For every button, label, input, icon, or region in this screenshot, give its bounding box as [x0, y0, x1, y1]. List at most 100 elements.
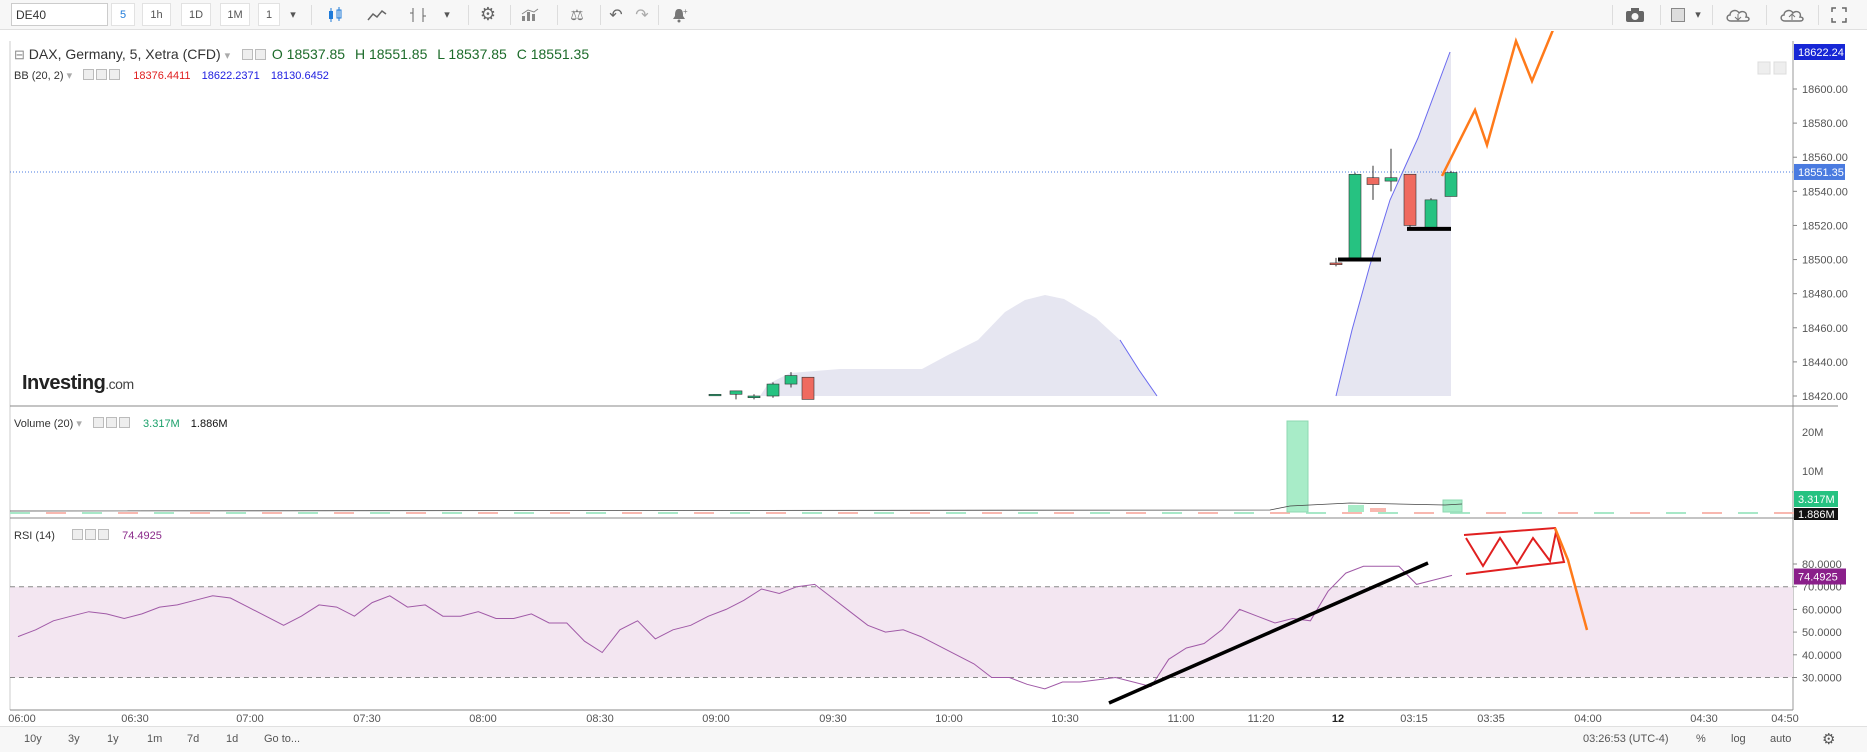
- time-tick-label: 08:30: [586, 713, 614, 725]
- chart-settings-gear-icon[interactable]: ⚙: [1822, 731, 1836, 748]
- bollinger-lower-line: [1119, 339, 1158, 397]
- eye-icon[interactable]: [83, 69, 95, 80]
- volume-bar: [1558, 512, 1578, 514]
- volume-bar: [766, 512, 786, 514]
- rsi-value: 74.4925: [122, 530, 162, 542]
- bb-value-upper: 18622.2371: [201, 70, 260, 82]
- range-7d-button[interactable]: 7d: [187, 733, 200, 745]
- price-projection-drawing: [1440, 31, 1554, 177]
- rsi-tick-label: 80.0000: [1802, 559, 1842, 571]
- volume-bar: [1126, 512, 1146, 514]
- time-tick-label: 03:15: [1400, 713, 1428, 725]
- settings-icon[interactable]: [255, 49, 267, 60]
- volume-dropdown-icon[interactable]: ▾: [76, 418, 82, 430]
- volume-bar: [118, 512, 138, 514]
- candle-body: [1444, 172, 1458, 197]
- settings-icon[interactable]: [105, 417, 117, 428]
- volume-bar: [982, 512, 1002, 514]
- range-1d-button[interactable]: 1d: [226, 733, 239, 745]
- bb-dropdown-icon[interactable]: ▾: [66, 70, 73, 82]
- range-10y-button[interactable]: 10y: [24, 733, 42, 745]
- range-3y-button[interactable]: 3y: [68, 733, 80, 745]
- interval-1d-button[interactable]: 1D: [181, 3, 211, 26]
- interval-5-button[interactable]: 5: [111, 3, 135, 26]
- close-icon[interactable]: [118, 417, 130, 428]
- rsi-zigzag-drawing: [1465, 531, 1557, 568]
- volume-bar: [1348, 505, 1364, 512]
- toolbar-divider: [1818, 5, 1819, 25]
- chart-canvas[interactable]: 18600.00 18580.00 18560.00 18540.00 18520.00…: [0, 31, 1867, 726]
- compare-icon[interactable]: [515, 3, 545, 26]
- log-toggle[interactable]: log: [1731, 733, 1746, 745]
- rsi-badge-label: 74.4925: [1798, 572, 1838, 584]
- volume-bar: [910, 512, 930, 514]
- interval-dropdown-icon[interactable]: ▾: [290, 9, 296, 21]
- toolbar-divider: [468, 5, 469, 25]
- price-tick-label: 18420.00: [1802, 391, 1848, 403]
- time-tick-label: 11:00: [1168, 713, 1195, 725]
- volume-value: 3.317M: [143, 418, 180, 430]
- rsi-trendline-drawing: [1108, 561, 1429, 705]
- range-1y-button[interactable]: 1y: [107, 733, 119, 745]
- redo-icon[interactable]: ↷: [635, 6, 649, 24]
- toolbar-divider: [510, 5, 511, 25]
- settings-gear-icon[interactable]: ⚙: [479, 4, 497, 24]
- volume-bar: [1234, 512, 1254, 514]
- volume-bar: [1486, 512, 1506, 514]
- volume-legend: Volume (20) ▾ 3.317M 1.886M: [14, 417, 228, 430]
- interval-1h-button[interactable]: 1h: [142, 3, 171, 26]
- symbol-input[interactable]: DE40: [11, 3, 108, 26]
- fullscreen-icon[interactable]: [1824, 3, 1854, 26]
- collapse-icon[interactable]: ⊟: [14, 47, 25, 62]
- volume-bar: [1666, 512, 1686, 514]
- range-1m-button[interactable]: 1m: [147, 733, 163, 745]
- volume-bar-spike: [1286, 420, 1309, 513]
- volume-bar: [802, 512, 822, 514]
- rsi-tick-label: 30.0000: [1802, 673, 1842, 685]
- eye-icon[interactable]: [242, 49, 254, 60]
- time-tick-label: 12: [1332, 713, 1344, 725]
- settings-icon[interactable]: [85, 529, 97, 540]
- cloud-load-icon[interactable]: [1718, 3, 1758, 26]
- indicators-icon[interactable]: [362, 3, 392, 26]
- cloud-save-icon[interactable]: [1772, 3, 1812, 26]
- candle-body: [1329, 262, 1343, 265]
- volume-bar: [1594, 512, 1614, 514]
- eye-icon[interactable]: [72, 529, 84, 540]
- volume-ma-badge-label: 1.886M: [1798, 509, 1835, 521]
- layout-square-icon[interactable]: [1666, 3, 1690, 26]
- eye-icon[interactable]: [92, 417, 104, 428]
- interval-1m-button[interactable]: 1M: [220, 3, 250, 26]
- volume-bar: [838, 512, 858, 514]
- title-dropdown-icon[interactable]: ▾: [224, 50, 231, 62]
- price-tick-label: 18460.00: [1802, 323, 1848, 335]
- volume-bar: [1522, 512, 1542, 514]
- auto-toggle[interactable]: auto: [1770, 733, 1792, 745]
- rsi-band-fill: [10, 586, 1793, 678]
- scale-balance-icon[interactable]: ⚖: [570, 6, 584, 24]
- goto-button[interactable]: Go to...: [264, 733, 301, 745]
- candle-body: [1348, 173, 1362, 260]
- ohlc-high: H 18551.85: [354, 46, 428, 62]
- undo-icon[interactable]: ↶: [609, 6, 623, 24]
- interval-custom-button[interactable]: 1: [258, 3, 280, 26]
- time-tick-label: 04:00: [1574, 713, 1602, 725]
- close-icon[interactable]: [109, 69, 121, 80]
- volume-bar: [10, 512, 30, 514]
- candlestick-type-icon[interactable]: [320, 3, 350, 26]
- settings-icon[interactable]: [96, 69, 108, 80]
- time-tick-label: 06:30: [121, 713, 149, 725]
- drawing-dropdown-icon[interactable]: ▾: [444, 9, 450, 21]
- price-tick-label: 18540.00: [1802, 186, 1848, 198]
- time-tick-label: 10:30: [1051, 713, 1079, 725]
- camera-icon[interactable]: [1618, 3, 1652, 26]
- volume-bar: [1370, 508, 1386, 512]
- percent-toggle[interactable]: %: [1696, 733, 1706, 745]
- drawing-tools-icon[interactable]: [403, 3, 433, 26]
- alert-bell-icon[interactable]: +: [664, 3, 694, 26]
- volume-bar: [874, 512, 894, 514]
- svg-text:+: +: [683, 7, 688, 16]
- layout-dropdown-icon[interactable]: ▾: [1695, 9, 1701, 21]
- volume-bar: [1342, 512, 1362, 514]
- close-icon[interactable]: [98, 529, 110, 540]
